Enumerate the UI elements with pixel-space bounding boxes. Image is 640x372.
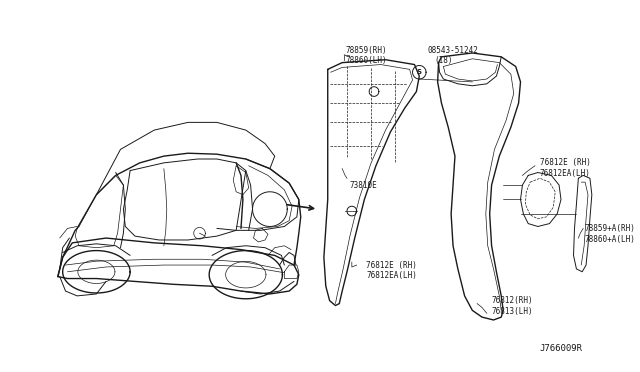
Text: 73810E: 73810E	[350, 180, 378, 190]
Text: 78859+A(RH): 78859+A(RH)	[584, 224, 635, 233]
Text: 76812(RH): 76812(RH)	[492, 296, 533, 305]
Text: 76812EA(LH): 76812EA(LH)	[540, 169, 591, 178]
Text: 08543-51242: 08543-51242	[428, 46, 479, 55]
Text: (18): (18)	[435, 56, 453, 65]
Text: J766009R: J766009R	[540, 344, 583, 353]
Text: 76812EA(LH): 76812EA(LH)	[366, 271, 417, 280]
Text: 76813(LH): 76813(LH)	[492, 307, 533, 316]
Text: S: S	[417, 69, 422, 75]
Text: 78860+A(LH): 78860+A(LH)	[584, 234, 635, 244]
Text: 78860(LH): 78860(LH)	[345, 56, 387, 65]
Text: 78859(RH): 78859(RH)	[345, 46, 387, 55]
Text: 76812E (RH): 76812E (RH)	[366, 260, 417, 270]
Text: 76812E (RH): 76812E (RH)	[540, 158, 591, 167]
